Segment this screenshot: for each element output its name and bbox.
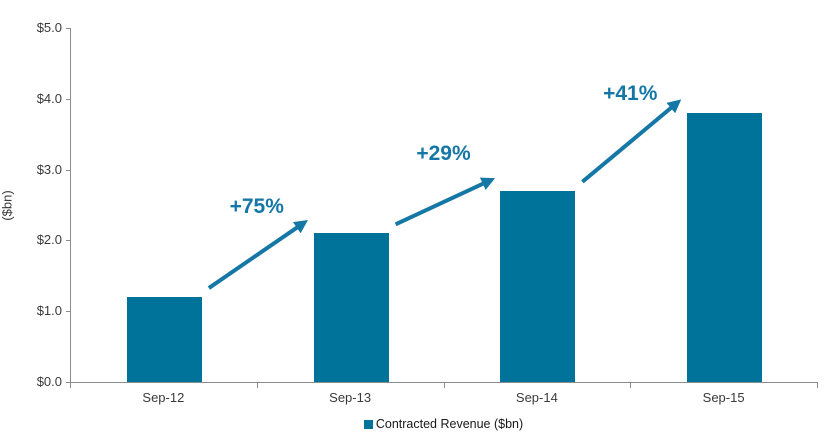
growth-arrows-layer	[207, 99, 682, 290]
y-axis-tick-mark	[66, 382, 70, 383]
y-axis-title: ($bn)	[0, 190, 15, 221]
legend-label: Contracted Revenue ($bn)	[375, 417, 524, 431]
plot-area: +75% +29% +41%	[70, 28, 818, 383]
y-axis-tick-mark	[66, 98, 70, 100]
growth-annotation-label: +75%	[229, 195, 284, 219]
x-axis-tick-label: Sep-12	[142, 390, 185, 405]
y-axis-tick-mark	[66, 311, 70, 313]
y-axis-tick-label: $2.0	[36, 232, 62, 248]
x-axis-tick-mark	[70, 383, 71, 388]
x-axis-tick-label: Sep-13	[329, 390, 372, 405]
x-axis-tick-mark	[256, 383, 258, 388]
y-axis-tick-label: $0.0	[36, 374, 62, 389]
x-axis-tick-label: Sep-14	[515, 390, 558, 405]
growth-annotation-label: +41%	[603, 81, 658, 105]
growth-arrow-icon	[394, 177, 496, 227]
bar-sep-12	[126, 297, 202, 382]
y-axis-tick-mark	[66, 28, 70, 29]
bar-sep-13	[313, 233, 389, 382]
x-axis-tick-mark	[630, 383, 632, 388]
x-axis-tick-mark	[443, 383, 445, 388]
x-axis-tick-label: Sep-15	[702, 390, 745, 405]
growth-arrow-icon	[581, 99, 682, 184]
y-axis-tick-label: $5.0	[36, 20, 62, 35]
y-axis-tick-label: $3.0	[36, 161, 62, 177]
y-axis-tick-mark	[66, 169, 70, 171]
bar-sep-15	[687, 112, 763, 382]
y-axis-tick-label: $1.0	[36, 303, 62, 319]
growth-annotation-label: +29%	[416, 142, 471, 166]
y-axis-tick-mark	[66, 240, 70, 242]
growth-arrow-icon	[207, 220, 308, 290]
x-axis-tick-mark	[817, 383, 818, 388]
y-axis-tick-label: $4.0	[36, 90, 62, 106]
legend-swatch-icon	[363, 419, 373, 429]
legend: Contracted Revenue ($bn)	[70, 417, 817, 431]
bar-sep-14	[500, 190, 576, 382]
